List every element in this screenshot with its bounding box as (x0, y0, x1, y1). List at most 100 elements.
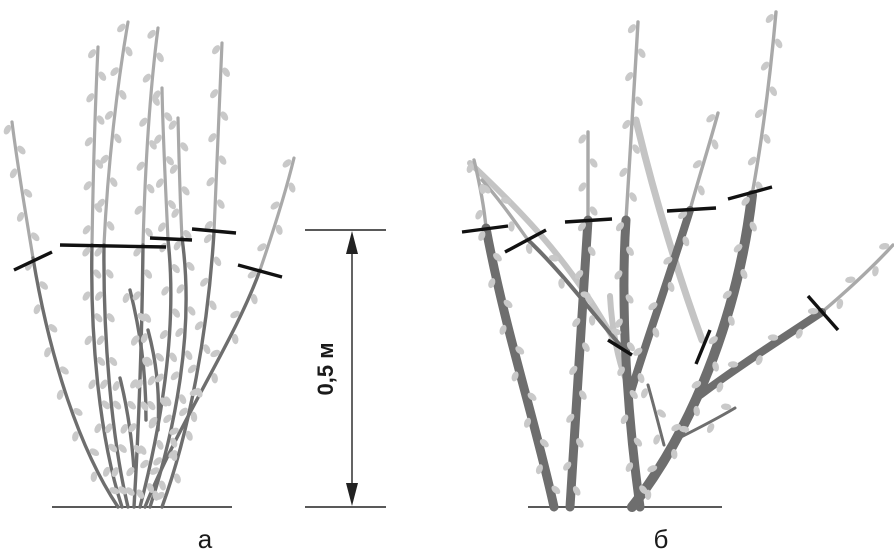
bud (127, 400, 136, 410)
bud (96, 115, 105, 125)
bud (144, 356, 153, 366)
bud (73, 407, 83, 416)
bud (84, 137, 93, 147)
bud (231, 333, 239, 345)
bud (126, 467, 135, 477)
cut-mark-a3 (149, 236, 193, 242)
bud (678, 210, 688, 220)
bud (741, 196, 750, 206)
bud (203, 344, 211, 355)
bud (572, 317, 581, 327)
bud (633, 347, 643, 356)
pale-branch-b2 (632, 116, 706, 344)
bud (653, 434, 661, 445)
bud (167, 200, 176, 210)
bud (218, 155, 227, 165)
shoot-a8-base (143, 268, 262, 509)
bud (747, 156, 757, 166)
bud (275, 224, 283, 235)
bud (147, 29, 156, 39)
shoot-a7-base (160, 230, 216, 509)
bud (478, 230, 486, 241)
bud (183, 230, 192, 240)
shoot-a8-top (258, 156, 296, 272)
bud (733, 243, 743, 253)
bud (86, 93, 95, 103)
bud (125, 487, 135, 496)
bud (625, 72, 634, 82)
bud (515, 346, 525, 355)
bud (625, 462, 634, 472)
bud (206, 177, 215, 187)
shoot-a3-top (102, 20, 130, 247)
bud (149, 467, 160, 475)
bud (171, 264, 180, 274)
bud (100, 379, 108, 390)
bud (641, 388, 648, 399)
cut-marks-a (13, 227, 283, 279)
bud (148, 419, 157, 429)
bud (152, 90, 161, 100)
bud (189, 388, 200, 397)
bud (765, 13, 775, 23)
bud (168, 120, 177, 130)
bud (88, 379, 96, 390)
bud (90, 471, 98, 482)
bud (169, 164, 178, 174)
bud (222, 67, 231, 77)
cut-mark-a1 (13, 250, 53, 272)
side-branch-a1 (118, 376, 136, 472)
bud (3, 124, 12, 135)
dimension-arrow-up (346, 231, 358, 254)
stem-b9 (673, 406, 737, 442)
bud (691, 380, 702, 389)
bud (251, 293, 258, 305)
bud (96, 356, 106, 366)
bud (577, 222, 587, 232)
bud (106, 313, 115, 323)
shoot-a1-top (10, 120, 35, 260)
bud (109, 487, 120, 495)
cut-mark-b6 (607, 338, 633, 357)
bud (59, 366, 69, 375)
bud (667, 281, 675, 292)
bud (118, 444, 127, 453)
bud (488, 278, 496, 289)
bud (578, 134, 587, 144)
bud (727, 315, 735, 326)
tip-b5 (688, 111, 720, 212)
bud (212, 45, 221, 55)
cut-mark-b3 (564, 217, 613, 224)
cut-mark-b4 (666, 206, 717, 213)
bud (112, 381, 120, 392)
bud (551, 485, 561, 495)
bud (872, 266, 879, 277)
bud (617, 366, 625, 376)
bud (767, 334, 779, 341)
bud (154, 134, 162, 144)
bud (589, 206, 598, 216)
bud (159, 329, 168, 340)
bud (626, 246, 634, 256)
bud (755, 355, 763, 366)
bud (173, 473, 181, 484)
bud (619, 167, 628, 177)
bud (157, 222, 166, 232)
bud (712, 361, 720, 372)
bud (104, 423, 113, 434)
bud (572, 486, 581, 496)
bud (88, 49, 97, 59)
bud (657, 409, 667, 418)
stem-b8 (646, 383, 666, 447)
bud (575, 270, 584, 280)
stems-dark-b (481, 190, 826, 512)
stem-b2 (565, 215, 593, 512)
bud (190, 411, 198, 423)
bud (180, 142, 189, 152)
cut-marks-b (461, 185, 840, 365)
bud (147, 375, 156, 386)
bud (697, 185, 705, 196)
bud (159, 480, 166, 491)
bud (139, 117, 148, 127)
